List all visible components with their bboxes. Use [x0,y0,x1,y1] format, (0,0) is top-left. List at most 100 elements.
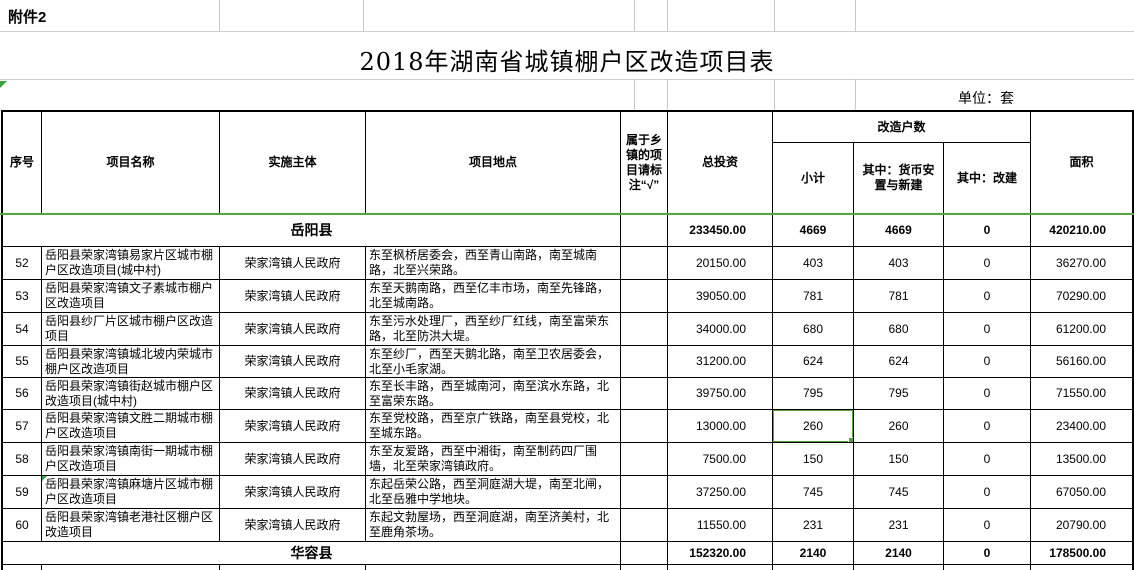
row57-index-cell[interactable]: 57 [3,410,42,443]
county-yueyang-monetary-cell[interactable]: 4669 [854,214,944,247]
sheet-title-cell[interactable]: 2018年湖南省城镇棚户区改造项目表 [359,48,775,76]
county-yueyang-township-cell[interactable] [621,214,668,247]
row56-implementer-cell[interactable]: 荣家湾镇人民政府 [220,378,366,410]
row53-township-cell[interactable] [621,280,668,313]
row55-subtotal-cell[interactable]: 624 [773,346,854,378]
row55-rebuild-cell[interactable]: 0 [944,346,1031,378]
row59-subtotal-cell[interactable]: 745 [773,476,854,509]
row53-name-cell[interactable]: 岳阳县荣家湾镇文子素城市棚户区改造项目 [42,280,220,313]
row52-location-cell[interactable]: 东至枫桥居委会，西至青山南路，南至城南路，北至兴荣路。 [366,247,621,280]
row59-location-cell[interactable]: 东起岳荣公路，西至洞庭湖大堤，南至北闸，北至岳雅中学地块。 [366,476,621,509]
row53-index-cell[interactable]: 53 [3,280,42,313]
row54-index-cell[interactable]: 54 [3,313,42,346]
row57-subtotal-cell-selected[interactable]: 260 [773,410,854,443]
header-area[interactable]: 面积 [1031,112,1132,214]
row53-rebuild-cell[interactable]: 0 [944,280,1031,313]
row58-investment-cell[interactable]: 7500.00 [668,443,773,476]
row59-monetary-cell[interactable]: 745 [854,476,944,509]
row60-location-cell[interactable]: 东起文勃屋场，西至洞庭湖，南至济美村，北至鹿角茶场。 [366,509,621,542]
row52-township-cell[interactable] [621,247,668,280]
partial-row-cell[interactable] [854,565,944,570]
county-huarong-rebuild-cell[interactable]: 0 [944,542,1031,565]
row57-implementer-cell[interactable]: 荣家湾镇人民政府 [220,410,366,443]
row60-subtotal-cell[interactable]: 231 [773,509,854,542]
row58-monetary-cell[interactable]: 150 [854,443,944,476]
row53-location-cell[interactable]: 东至天鹅南路，西至亿丰市场，南至先锋路，北至城南路。 [366,280,621,313]
row56-rebuild-cell[interactable]: 0 [944,378,1031,410]
row60-rebuild-cell[interactable]: 0 [944,509,1031,542]
row59-area-cell[interactable]: 67050.00 [1031,476,1132,509]
row52-index-cell[interactable]: 52 [3,247,42,280]
row59-name-cell[interactable]: 岳阳县荣家湾镇麻塘片区城市棚户区改造项目 [42,476,220,509]
county-huarong-subtotal-cell[interactable]: 2140 [773,542,854,565]
row58-rebuild-cell[interactable]: 0 [944,443,1031,476]
row53-area-cell[interactable]: 70290.00 [1031,280,1132,313]
row52-implementer-cell[interactable]: 荣家湾镇人民政府 [220,247,366,280]
row59-township-cell[interactable] [621,476,668,509]
row54-rebuild-cell[interactable]: 0 [944,313,1031,346]
row55-monetary-cell[interactable]: 624 [854,346,944,378]
row54-implementer-cell[interactable]: 荣家湾镇人民政府 [220,313,366,346]
row52-monetary-cell[interactable]: 403 [854,247,944,280]
county-yueyang-rebuild-cell[interactable]: 0 [944,214,1031,247]
unit-label-cell[interactable]: 单位：套 [958,90,1014,106]
county-yueyang-investment-cell[interactable]: 233450.00 [668,214,773,247]
row55-implementer-cell[interactable]: 荣家湾镇人民政府 [220,346,366,378]
row52-rebuild-cell[interactable]: 0 [944,247,1031,280]
header-project-name[interactable]: 项目名称 [42,112,220,214]
row56-name-cell[interactable]: 岳阳县荣家湾镇街赵城市棚户区改造项目(城中村) [42,378,220,410]
row58-name-cell[interactable]: 岳阳县荣家湾镇南街一期城市棚户区改造项目 [42,443,220,476]
header-index[interactable]: 序号 [3,112,42,214]
header-total-investment[interactable]: 总投资 [668,112,773,214]
row59-investment-cell[interactable]: 37250.00 [668,476,773,509]
partial-row-cell[interactable] [668,565,773,570]
row54-monetary-cell[interactable]: 680 [854,313,944,346]
row57-name-cell[interactable]: 岳阳县荣家湾镇文胜二期城市棚户区改造项目 [42,410,220,443]
row52-area-cell[interactable]: 36270.00 [1031,247,1132,280]
row57-area-cell[interactable]: 23400.00 [1031,410,1132,443]
row53-monetary-cell[interactable]: 781 [854,280,944,313]
row59-rebuild-cell[interactable]: 0 [944,476,1031,509]
row60-monetary-cell[interactable]: 231 [854,509,944,542]
header-rebuild[interactable]: 其中：改建 [944,143,1031,214]
row58-township-cell[interactable] [621,443,668,476]
row52-investment-cell[interactable]: 20150.00 [668,247,773,280]
row60-implementer-cell[interactable]: 荣家湾镇人民政府 [220,509,366,542]
partial-row-cell[interactable] [1031,565,1132,570]
row58-location-cell[interactable]: 东至友爱路，西至中湘街，南至制药四厂围墙，北至荣家湾镇政府。 [366,443,621,476]
row53-subtotal-cell[interactable]: 781 [773,280,854,313]
partial-row-cell[interactable] [220,565,366,570]
county-yueyang-subtotal-cell[interactable]: 4669 [773,214,854,247]
partial-row-cell[interactable] [3,565,42,570]
row52-name-cell[interactable]: 岳阳县荣家湾镇易家片区城市棚户区改造项目(城中村) [42,247,220,280]
row53-implementer-cell[interactable]: 荣家湾镇人民政府 [220,280,366,313]
row57-township-cell[interactable] [621,410,668,443]
row56-location-cell[interactable]: 东至长丰路，西至城南河，南至滨水东路，北至富荣东路。 [366,378,621,410]
row60-investment-cell[interactable]: 11550.00 [668,509,773,542]
row55-township-cell[interactable] [621,346,668,378]
row53-investment-cell[interactable]: 39050.00 [668,280,773,313]
row56-subtotal-cell[interactable]: 795 [773,378,854,410]
row58-index-cell[interactable]: 58 [3,443,42,476]
header-township-note[interactable]: 属于乡镇的项目请标注“√” [621,112,668,214]
row58-implementer-cell[interactable]: 荣家湾镇人民政府 [220,443,366,476]
row57-monetary-cell[interactable]: 260 [854,410,944,443]
row54-investment-cell[interactable]: 34000.00 [668,313,773,346]
county-huarong-monetary-cell[interactable]: 2140 [854,542,944,565]
row54-location-cell[interactable]: 东至污水处理厂，西至纱厂红线，南至富荣东路，北至防洪大堤。 [366,313,621,346]
row54-subtotal-cell[interactable]: 680 [773,313,854,346]
row56-township-cell[interactable] [621,378,668,410]
row56-index-cell[interactable]: 56 [3,378,42,410]
fill-handle[interactable] [848,437,853,442]
county-huarong-area-cell[interactable]: 178500.00 [1031,542,1132,565]
row58-subtotal-cell[interactable]: 150 [773,443,854,476]
header-monetary[interactable]: 其中：货币安置与新建 [854,143,944,214]
partial-row-cell[interactable] [366,565,621,570]
row57-investment-cell[interactable]: 13000.00 [668,410,773,443]
row56-area-cell[interactable]: 71550.00 [1031,378,1132,410]
row55-name-cell[interactable]: 岳阳县荣家湾镇城北坡内荣城市棚户区改造项目 [42,346,220,378]
row58-area-cell[interactable]: 13500.00 [1031,443,1132,476]
row60-township-cell[interactable] [621,509,668,542]
county-huarong-investment-cell[interactable]: 152320.00 [668,542,773,565]
partial-row-cell[interactable] [621,565,668,570]
